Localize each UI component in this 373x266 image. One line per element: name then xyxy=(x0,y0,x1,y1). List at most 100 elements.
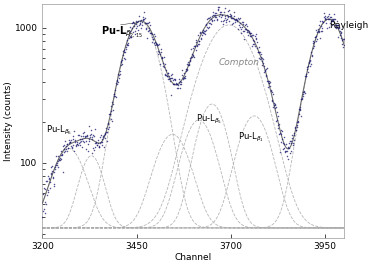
Point xyxy=(50,175,56,180)
Point xyxy=(280,147,286,151)
Point xyxy=(282,146,288,150)
Point xyxy=(189,52,195,56)
Point xyxy=(101,145,107,149)
Point xyxy=(153,41,159,45)
Point xyxy=(259,63,265,67)
Point xyxy=(74,142,80,147)
Point xyxy=(282,149,288,154)
Point xyxy=(126,36,132,40)
Point xyxy=(164,76,170,81)
Point xyxy=(94,142,100,147)
Point xyxy=(44,193,50,197)
Point xyxy=(241,37,247,41)
Point xyxy=(48,171,54,175)
Point xyxy=(72,138,78,142)
Point xyxy=(71,129,77,133)
Point xyxy=(125,41,131,45)
Point xyxy=(131,19,137,24)
Point xyxy=(69,145,75,149)
Point xyxy=(166,71,172,75)
Point xyxy=(236,16,242,21)
Point xyxy=(41,186,47,191)
Point xyxy=(257,50,263,55)
Point xyxy=(129,30,135,34)
Point xyxy=(279,129,285,133)
Point xyxy=(51,170,57,174)
Point xyxy=(186,59,192,64)
Point xyxy=(160,64,166,68)
Point xyxy=(40,209,46,213)
Point xyxy=(177,79,183,83)
Point xyxy=(152,40,158,44)
Point xyxy=(188,56,194,60)
Point xyxy=(115,72,121,76)
Point xyxy=(156,50,162,54)
Point xyxy=(72,140,78,144)
Point xyxy=(238,27,244,31)
Point xyxy=(277,131,283,136)
Point xyxy=(211,18,217,22)
Point xyxy=(68,138,74,142)
Point xyxy=(64,142,70,147)
Point xyxy=(255,50,261,54)
Point xyxy=(58,152,64,157)
Point xyxy=(92,140,98,145)
Point xyxy=(108,109,114,113)
Point xyxy=(136,23,142,28)
Point xyxy=(250,33,256,37)
Point xyxy=(179,68,185,72)
Point xyxy=(209,14,215,18)
Point xyxy=(278,128,283,132)
Point xyxy=(232,17,238,22)
Point xyxy=(337,29,343,33)
Point xyxy=(135,28,141,32)
Point xyxy=(309,53,315,57)
Point xyxy=(220,18,226,23)
Point xyxy=(199,33,205,38)
Point xyxy=(157,52,163,56)
Point xyxy=(205,26,211,31)
Point xyxy=(313,28,319,32)
Point xyxy=(66,141,72,145)
Point xyxy=(230,16,236,20)
Point xyxy=(83,139,89,143)
Point xyxy=(128,35,134,39)
Point xyxy=(322,16,327,20)
Point xyxy=(325,14,330,18)
Point xyxy=(296,107,302,111)
Point xyxy=(261,69,267,73)
Point xyxy=(323,17,329,21)
Point xyxy=(118,60,124,64)
Point xyxy=(290,141,296,145)
Point xyxy=(106,121,112,125)
Point xyxy=(233,17,239,21)
Point xyxy=(104,138,110,143)
Point xyxy=(76,141,82,146)
Point xyxy=(276,126,282,130)
Point xyxy=(335,26,341,30)
Point xyxy=(209,18,214,22)
Point xyxy=(205,16,211,20)
Point xyxy=(239,20,245,24)
Point xyxy=(132,32,138,36)
Point xyxy=(298,97,304,101)
Point xyxy=(237,25,243,29)
Point xyxy=(241,29,247,33)
Point xyxy=(111,92,117,97)
Point xyxy=(159,56,164,61)
Point xyxy=(260,59,266,63)
Point xyxy=(213,15,219,19)
Point xyxy=(142,21,148,26)
Point xyxy=(63,143,69,148)
Point xyxy=(305,70,311,74)
Point xyxy=(56,157,62,162)
Point xyxy=(227,12,233,16)
Point xyxy=(74,142,80,146)
Point xyxy=(332,24,338,29)
Point xyxy=(200,31,206,35)
Point xyxy=(249,44,255,48)
Point xyxy=(260,60,266,65)
Point xyxy=(271,103,277,107)
Point xyxy=(103,130,109,134)
Point xyxy=(191,44,197,48)
